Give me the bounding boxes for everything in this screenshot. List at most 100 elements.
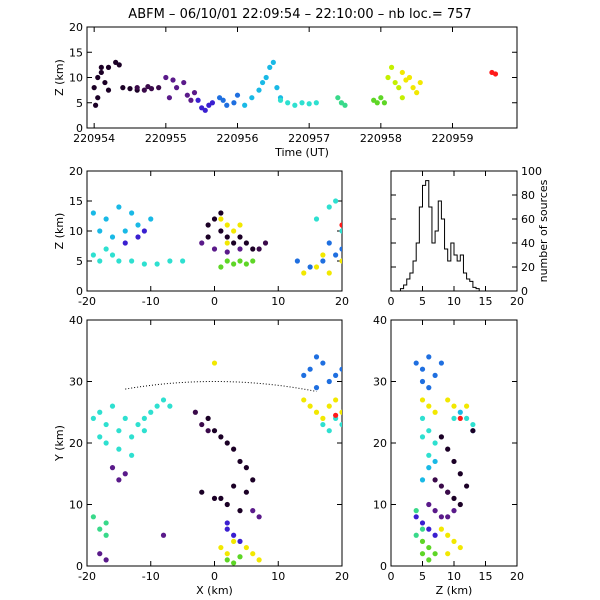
data-point xyxy=(141,87,147,93)
data-point xyxy=(202,107,208,113)
data-point xyxy=(426,385,432,391)
data-point xyxy=(320,415,326,421)
data-point xyxy=(270,59,276,65)
x-tick-label: -10 xyxy=(142,570,160,583)
data-point xyxy=(320,252,326,258)
data-point xyxy=(307,264,313,270)
data-point xyxy=(419,378,426,385)
data-point xyxy=(98,64,104,70)
data-point xyxy=(445,397,451,403)
data-point xyxy=(457,409,463,415)
y-tick-label: 80 xyxy=(521,189,535,202)
data-point xyxy=(97,228,103,234)
data-point xyxy=(224,520,230,526)
data-point xyxy=(116,477,122,483)
data-point xyxy=(438,483,444,489)
x-tick-label: 0 xyxy=(388,295,395,308)
data-point xyxy=(451,415,457,421)
data-point xyxy=(432,409,438,415)
data-point xyxy=(301,397,307,403)
data-point xyxy=(129,452,135,458)
data-point xyxy=(218,228,224,234)
y-tick-label: 20 xyxy=(69,165,83,178)
y-tick-label: 5 xyxy=(76,255,83,268)
data-point xyxy=(243,544,249,551)
data-point xyxy=(249,95,255,101)
data-point xyxy=(237,258,243,264)
data-point xyxy=(419,520,426,526)
data-point xyxy=(231,538,237,545)
data-point xyxy=(135,234,141,240)
data-point xyxy=(205,234,211,240)
y-tick-label: 30 xyxy=(373,376,387,389)
x-axis-label: X (km) xyxy=(196,584,233,597)
data-point xyxy=(419,526,426,532)
x-tick-label: 220957 xyxy=(288,132,330,145)
y-tick-label: 100 xyxy=(521,165,542,178)
data-point xyxy=(148,86,155,92)
data-point xyxy=(237,508,243,514)
data-point xyxy=(470,421,476,428)
data-point xyxy=(299,100,305,106)
x-tick-label: 15 xyxy=(479,295,493,308)
data-point xyxy=(224,234,230,240)
data-point xyxy=(326,403,332,409)
data-point xyxy=(156,85,162,91)
data-point xyxy=(191,90,198,96)
x-tick-label: 220958 xyxy=(360,132,402,145)
data-point xyxy=(122,471,128,477)
data-point xyxy=(256,557,262,563)
data-point xyxy=(451,458,457,465)
data-point xyxy=(457,501,463,508)
x-tick-label: 20 xyxy=(510,570,524,583)
y-tick-label: 20 xyxy=(373,437,387,450)
data-point xyxy=(426,428,432,434)
data-point xyxy=(243,465,249,471)
data-point xyxy=(388,64,395,70)
data-point xyxy=(292,102,298,108)
y-tick-label: 40 xyxy=(373,314,387,327)
data-point xyxy=(205,428,211,434)
data-point xyxy=(141,415,147,421)
data-point xyxy=(173,85,180,91)
data-point xyxy=(426,452,432,458)
data-point xyxy=(170,77,176,83)
data-point xyxy=(184,92,190,98)
x-tick-label: 5 xyxy=(419,570,426,583)
data-point xyxy=(218,210,224,216)
data-point xyxy=(267,64,273,70)
data-point xyxy=(320,258,326,264)
data-point xyxy=(339,258,342,264)
data-point xyxy=(399,69,405,76)
data-point xyxy=(419,551,426,557)
data-point xyxy=(445,489,451,495)
data-point xyxy=(339,421,342,428)
data-point xyxy=(237,554,243,560)
data-point xyxy=(313,216,320,222)
data-point xyxy=(122,228,128,234)
data-point xyxy=(313,100,319,106)
data-point xyxy=(160,397,167,403)
data-point xyxy=(464,415,470,421)
data-point xyxy=(103,520,109,526)
y-tick-label: 0 xyxy=(76,285,83,298)
data-point xyxy=(122,415,128,421)
data-point xyxy=(426,354,432,360)
data-point xyxy=(116,428,122,434)
data-point xyxy=(211,216,218,222)
y-tick-label: 5 xyxy=(76,97,83,110)
data-point xyxy=(95,95,101,101)
data-point xyxy=(135,421,141,428)
data-point xyxy=(166,95,173,101)
data-point xyxy=(103,557,109,563)
data-point xyxy=(211,428,218,434)
data-point xyxy=(97,258,103,264)
data-point xyxy=(457,471,463,477)
x-tick-label: 220959 xyxy=(432,132,474,145)
data-point xyxy=(224,102,230,108)
data-point xyxy=(457,415,463,421)
data-point xyxy=(374,100,380,106)
data-point xyxy=(148,216,154,222)
x-tick-label: 20 xyxy=(335,295,349,308)
